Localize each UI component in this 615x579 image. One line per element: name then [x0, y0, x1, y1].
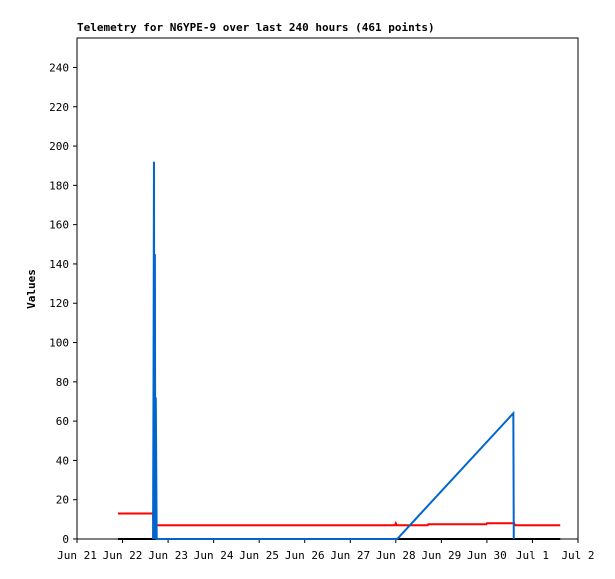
y-tick-label: 80	[56, 376, 69, 389]
y-tick-label: 120	[49, 297, 69, 310]
y-tick-label: 220	[49, 101, 69, 114]
x-tick-label: Jun 25	[239, 549, 279, 562]
x-tick-label: Jun 26	[285, 549, 325, 562]
y-tick-label: 40	[56, 454, 69, 467]
data-line	[117, 512, 561, 527]
x-tick-label: Jul 2	[561, 549, 594, 562]
y-tick-label: 200	[49, 140, 69, 153]
y-tick-label: 100	[49, 337, 69, 350]
x-tick-label: Jun 23	[148, 549, 188, 562]
y-axis-title: Values	[25, 269, 38, 309]
y-tick-label: 240	[49, 61, 69, 74]
y-tick-label: 0	[62, 533, 69, 546]
x-tick-label: Jun 21	[57, 549, 97, 562]
x-tick-label: Jun 27	[330, 549, 370, 562]
x-tick-label: Jun 22	[103, 549, 143, 562]
x-tick-label: Jun 24	[194, 549, 234, 562]
x-tick-label: Jul 1	[516, 549, 549, 562]
y-tick-label: 60	[56, 415, 69, 428]
plot-frame	[76, 37, 579, 540]
y-tick-label: 140	[49, 258, 69, 271]
x-tick-label: Jun 28	[376, 549, 416, 562]
x-tick-label: Jun 30	[467, 549, 507, 562]
data-line	[152, 161, 515, 540]
y-tick-label: 20	[56, 494, 69, 507]
y-tick-label: 160	[49, 219, 69, 232]
chart-title: Telemetry for N6YPE-9 over last 240 hour…	[77, 21, 435, 34]
y-tick-label: 180	[49, 179, 69, 192]
x-tick-label: Jun 29	[421, 549, 461, 562]
